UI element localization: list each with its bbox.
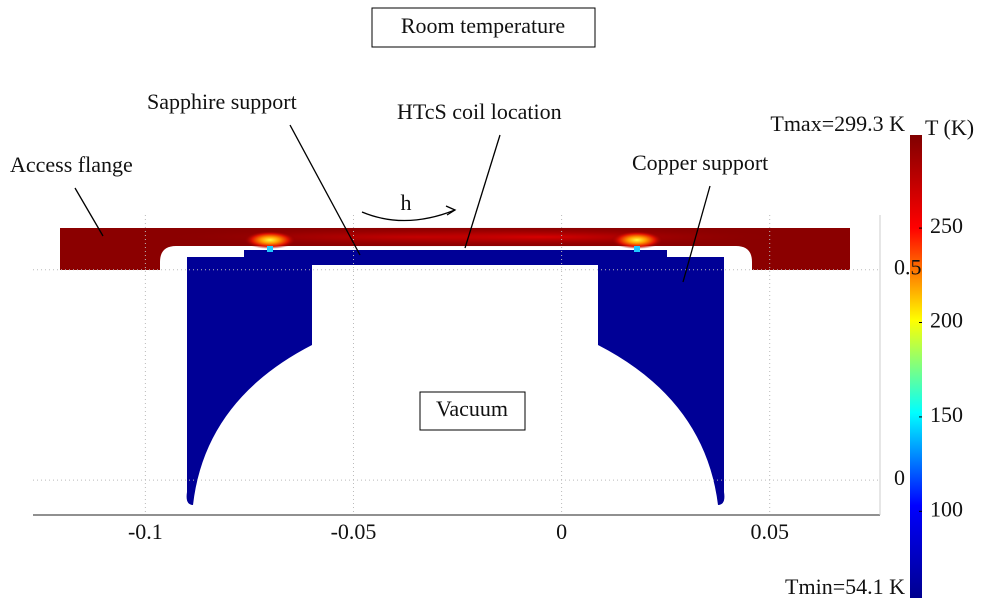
annotation: HTcS coil location [397, 99, 562, 124]
leader-line [682, 185, 711, 283]
title-box [371, 7, 596, 48]
x-tick-label: 0 [556, 519, 567, 544]
colorbar-label: T (K) [925, 115, 974, 140]
x-tick-label: 0.05 [750, 519, 789, 544]
arrow-head [445, 205, 457, 216]
flow-arrow [361, 209, 456, 222]
colorbar-scale [910, 135, 922, 598]
leader-line [289, 124, 361, 256]
tmin-label: Tmin=54.1 K [785, 574, 905, 599]
colorbar-tick-label: 150 [930, 402, 963, 427]
annotation: Vacuum [436, 396, 508, 421]
annotation: Copper support [632, 150, 768, 175]
colorbar-tick-label: 250 [930, 213, 963, 238]
vacuum-box [419, 391, 526, 431]
annotation: h [401, 190, 412, 215]
leader-line [74, 187, 104, 237]
y-tick-label: 0 [894, 465, 905, 490]
x-tick-label: -0.05 [331, 519, 377, 544]
copper-support [186, 250, 725, 505]
colorbar [910, 135, 922, 598]
leader-line [464, 134, 501, 249]
x-tick-label: -0.1 [128, 519, 163, 544]
tmax-label: Tmax=299.3 K [770, 111, 905, 136]
y-tick-label: 0.5 [894, 255, 922, 280]
colorbar-tick-label: 100 [930, 496, 963, 521]
colorbar-tick-label: 200 [930, 308, 963, 333]
chart-title: Room temperature [401, 13, 565, 38]
hot-spot [244, 231, 296, 249]
geometry [60, 227, 850, 505]
flange-warm-zone [300, 227, 780, 247]
annotation: Sapphire support [147, 89, 297, 114]
hot-spot [611, 231, 663, 249]
coil-spot [634, 246, 640, 252]
coil-spot [267, 246, 273, 252]
annotation: Access flange [10, 152, 133, 177]
